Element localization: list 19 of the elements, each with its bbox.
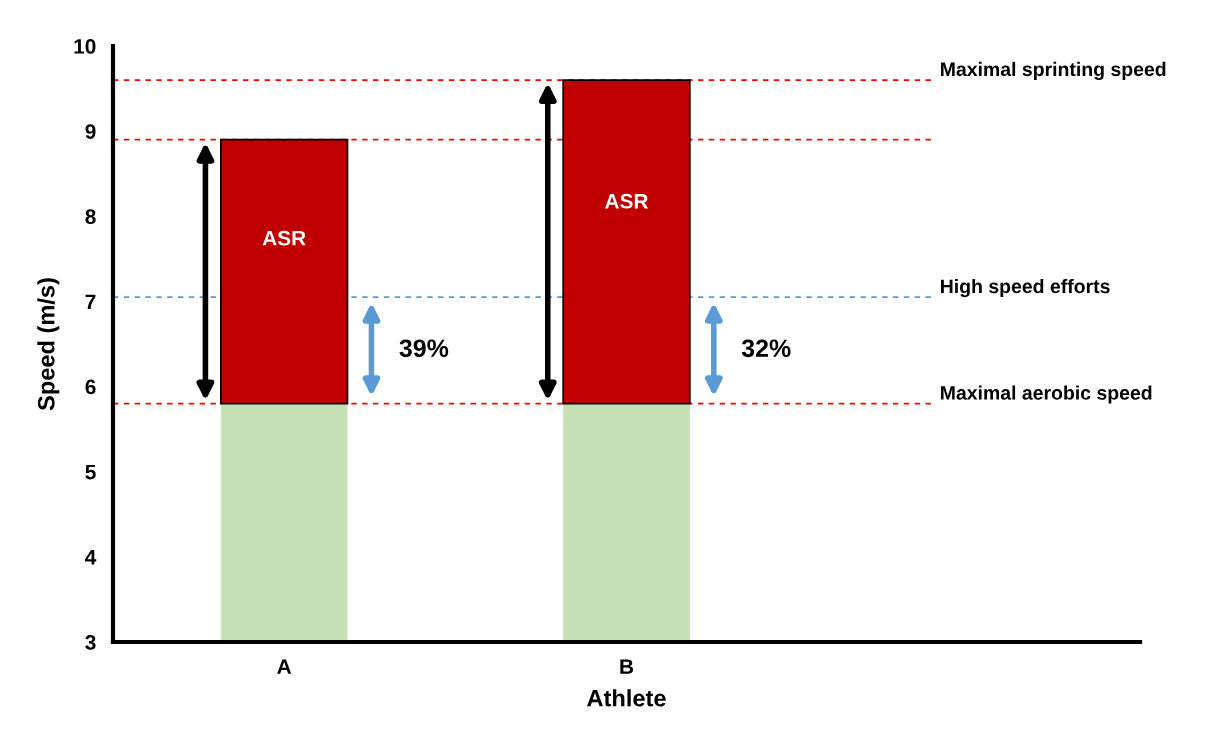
y-tick-label: 6 xyxy=(85,379,96,395)
y-tick-label: 3 xyxy=(85,635,96,650)
annotation: 32% xyxy=(741,339,791,358)
y-tick-label: 5 xyxy=(85,464,96,480)
annotation: ASR xyxy=(262,230,306,246)
y-tick-label: 8 xyxy=(85,209,96,225)
ref-line-label: Maximal aerobic speed xyxy=(941,385,1152,404)
annotation: 39% xyxy=(399,339,449,358)
ref-line-label: Maximal sprinting speed xyxy=(941,61,1166,81)
y-tick-label: 9 xyxy=(85,124,96,139)
y-axis-title: Speed (m/s) xyxy=(37,278,60,411)
x-axis-title: Athlete xyxy=(587,689,666,707)
ref-line-label: High speed efforts xyxy=(941,278,1110,298)
y-tick-label: 4 xyxy=(85,550,97,565)
y-tick-label: 10 xyxy=(74,39,96,54)
annotation: ASR xyxy=(605,193,649,209)
x-tick-label: B xyxy=(620,659,634,674)
y-tick-label: 7 xyxy=(85,294,96,309)
x-tick-label: A xyxy=(277,659,292,674)
